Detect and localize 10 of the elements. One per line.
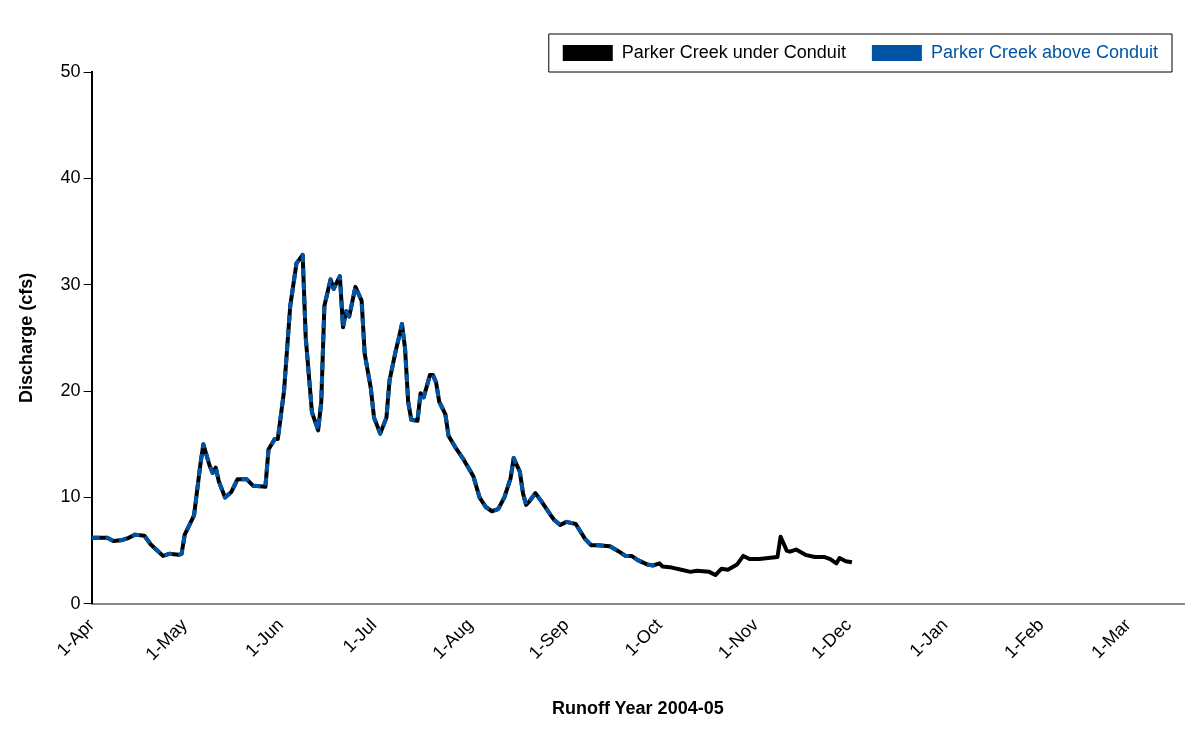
y-tick-label: 0 [70,592,81,613]
y-tick-label: 40 [60,167,81,188]
y-tick-label: 10 [60,486,81,507]
y-tick-label: 50 [60,60,81,81]
legend-label: Parker Creek above Conduit [930,41,1159,62]
legend-label: Parker Creek under Conduit [621,41,846,62]
x-axis-title: Runoff Year 2004-05 [551,698,724,719]
y-tick-label: 30 [60,273,81,294]
y-tick-label: 20 [60,380,81,401]
y-axis-title: Discharge (cfs) [15,272,36,403]
